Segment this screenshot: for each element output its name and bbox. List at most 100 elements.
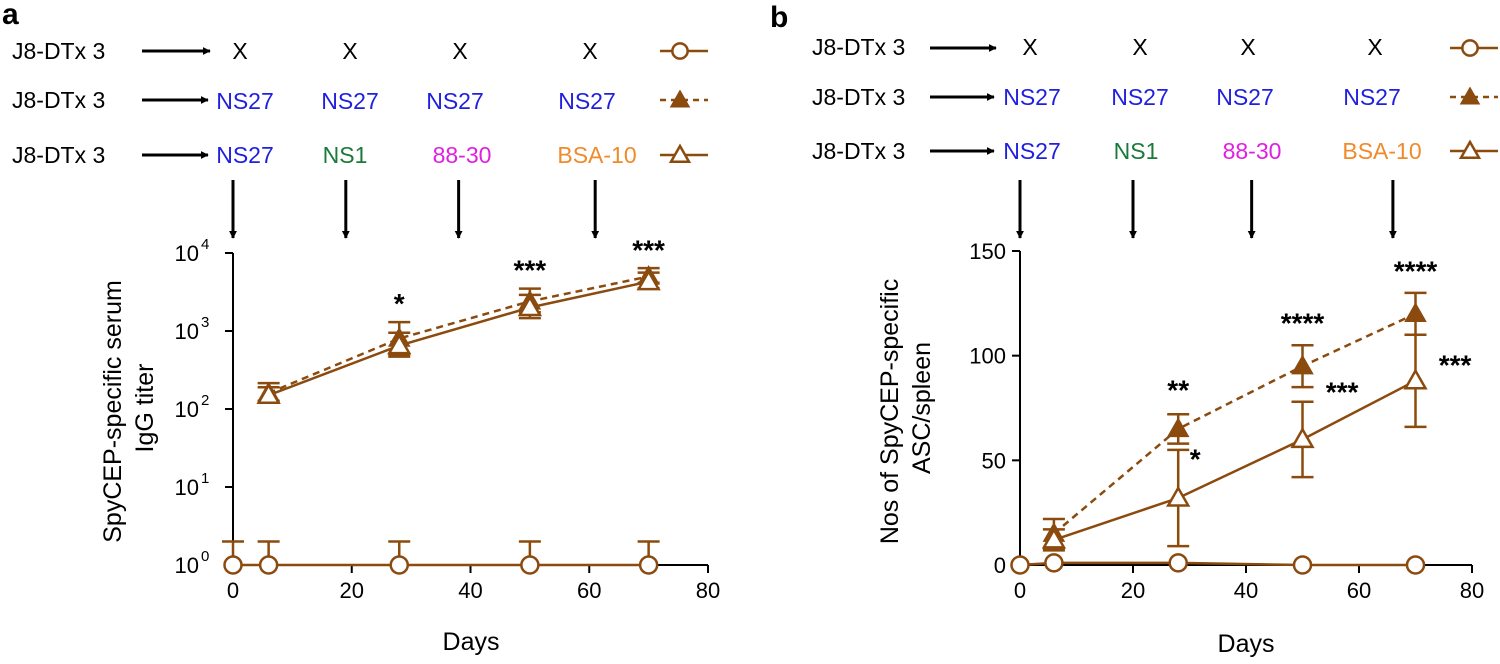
- schedule-prefix: J8-DTx 3: [12, 142, 105, 168]
- legend-marker: [668, 143, 692, 163]
- legend-symbol-open-triangle: [1450, 139, 1498, 159]
- legend-symbol-filled-triangle: [1450, 86, 1498, 105]
- data-point: [1404, 302, 1427, 323]
- schedule-item: NS27: [1111, 84, 1169, 110]
- schedule-item: BSA-10: [557, 142, 636, 168]
- schedule-item: X: [342, 38, 357, 64]
- schedule-item: NS27: [1343, 84, 1401, 110]
- legend-symbol-open-circle: [1450, 39, 1498, 57]
- data-point: [1292, 555, 1313, 575]
- y-axis-label-line: ASC/spleen: [908, 342, 936, 474]
- significance-label: ****: [1281, 308, 1325, 339]
- panel-b: b J8-DTx 3 X X X X J8-DTx 3 NS27 NS27 NS…: [770, 1, 1498, 658]
- x-axis-label: Days: [1218, 630, 1275, 658]
- legend-marker: [669, 89, 691, 108]
- data-point: [1044, 553, 1064, 573]
- legend-symbol-filled-triangle: [660, 89, 708, 108]
- schedule-prefix: J8-DTx 3: [12, 38, 105, 64]
- schedule-item: X: [1367, 34, 1382, 60]
- data-point: [1403, 368, 1428, 390]
- series: [222, 540, 660, 575]
- y-tick-label: 10: [175, 319, 199, 344]
- panel-letter: b: [770, 1, 788, 34]
- schedule-item: X: [452, 38, 467, 64]
- schedule-item: NS27: [1216, 84, 1274, 110]
- x-tick-label: 60: [1347, 578, 1371, 603]
- x-axis-label: Days: [443, 628, 500, 656]
- significance-label: ****: [1394, 255, 1438, 286]
- y-axis-label-line: SpyCEP-specific serum: [99, 280, 127, 543]
- y-axis-label-line: IgG titer: [131, 364, 159, 453]
- schedule-item: X: [232, 38, 247, 64]
- schedule-item: X: [1240, 34, 1255, 60]
- significance-label: ***: [632, 235, 665, 266]
- data-point: [223, 555, 243, 575]
- legend-marker: [1459, 86, 1481, 105]
- series-line: [268, 275, 649, 395]
- schedule-item: BSA-10: [1342, 138, 1421, 164]
- significance-label: ***: [1439, 350, 1472, 381]
- data-point: [1166, 485, 1191, 507]
- schedule-item: NS27: [426, 88, 484, 114]
- y-axis-label: SpyCEP-specific serum IgG titer: [99, 273, 159, 543]
- schedule-item: X: [1132, 34, 1147, 60]
- legend-marker: [671, 42, 689, 60]
- y-tick-label: 50: [982, 448, 1006, 473]
- schedule-item: NS1: [323, 142, 368, 168]
- data-point: [1166, 417, 1190, 438]
- schedule-prefix: J8-DTx 3: [812, 138, 905, 164]
- x-tick-label: 80: [1460, 578, 1484, 603]
- schedule-row: J8-DTx 3 NS27 NS27 NS27 NS27: [812, 84, 1498, 110]
- schedule-item: X: [582, 38, 597, 64]
- y-tick-label: 10: [175, 241, 199, 266]
- schedule-item: NS27: [321, 88, 379, 114]
- x-tick-label: 60: [577, 578, 601, 603]
- y-axis-label: Nos of SpyCEP-specific ASC/spleen: [876, 272, 936, 544]
- data-point: [1010, 555, 1030, 575]
- series: [1010, 553, 1426, 575]
- schedule-row: J8-DTx 3 X X X X: [12, 38, 708, 64]
- schedule-item: NS27: [1003, 138, 1061, 164]
- timeline-arrows: [1016, 180, 1397, 239]
- schedule-item: 88-30: [433, 142, 492, 168]
- data-point: [389, 555, 409, 575]
- x-tick-label: 80: [696, 578, 720, 603]
- timeline-arrows: [229, 180, 600, 239]
- data-point: [638, 555, 659, 575]
- y-tick-label: 10: [175, 397, 199, 422]
- data-point: [387, 333, 412, 355]
- y-tick-label: 0: [994, 553, 1006, 578]
- schedule-prefix: J8-DTx 3: [812, 84, 905, 110]
- x-tick-label: 0: [227, 578, 239, 603]
- y-axis-label-line: Nos of SpyCEP-specific: [876, 279, 904, 544]
- schedule-row: J8-DTx 3 X X X X: [812, 34, 1498, 60]
- series-line: [1053, 379, 1417, 542]
- y-tick-exponent: 0: [201, 548, 209, 565]
- schedule-item: X: [1022, 34, 1037, 60]
- y-tick-exponent: 4: [201, 236, 209, 253]
- data-point: [258, 555, 279, 575]
- x-tick-label: 20: [340, 578, 364, 603]
- legend-symbol-open-triangle: [660, 143, 708, 163]
- data-point: [1405, 555, 1426, 575]
- schedule-b: J8-DTx 3 X X X X J8-DTx 3 NS27 NS27 NS27…: [812, 34, 1498, 164]
- series: [256, 269, 661, 405]
- schedule-prefix: J8-DTx 3: [812, 34, 905, 60]
- schedule-item: NS27: [558, 88, 616, 114]
- data-point: [636, 269, 661, 291]
- y-tick-exponent: 1: [201, 470, 209, 487]
- y-tick-label: 100: [969, 344, 1006, 369]
- significance-label: *: [1190, 444, 1201, 475]
- x-tick-label: 40: [458, 578, 482, 603]
- schedule-item: 88-30: [1223, 138, 1282, 164]
- data-point: [520, 555, 540, 575]
- schedule-row: J8-DTx 3 NS27 NS27 NS27 NS27: [12, 87, 708, 114]
- x-tick-label: 0: [1014, 578, 1026, 603]
- x-tick-label: 20: [1121, 578, 1145, 603]
- data-point: [1290, 426, 1315, 449]
- schedule-item: NS1: [1114, 138, 1159, 164]
- schedule-item: NS27: [216, 142, 274, 168]
- y-tick-label: 10: [175, 553, 199, 578]
- data-point: [1168, 553, 1188, 573]
